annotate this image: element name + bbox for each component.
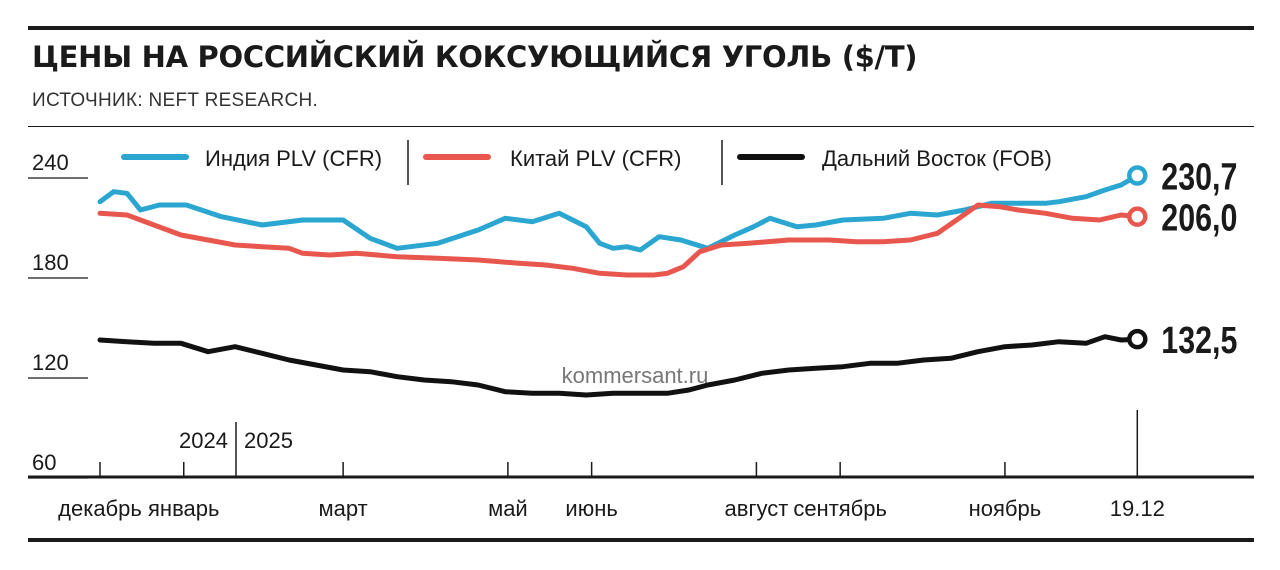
x-tick-label-6: сентябрь [793, 496, 887, 521]
series-end-marker-fareast [1127, 328, 1148, 350]
series-line-fareast [97, 334, 1140, 398]
x-tick-label-1: январь [148, 496, 219, 521]
x-tick-label-2: март [319, 496, 368, 521]
x-tick-label-5: август [725, 496, 789, 521]
chart-source: ИСТОЧНИК: NEFT RESEARCH. [32, 90, 319, 111]
series-line-china [97, 202, 1140, 278]
series-end-label-fareast: 132,5 [1161, 320, 1237, 362]
series-end-marker-china [1127, 206, 1148, 227]
bottom-rule [28, 538, 1254, 542]
top-rule [28, 26, 1254, 30]
header-divider [28, 126, 1254, 127]
y-tick-label-120: 120 [32, 350, 69, 375]
x-tick-label-7: ноябрь [969, 496, 1042, 521]
x-axis: декабрь январь март май июнь август сентябрь но… [28, 410, 1254, 521]
x-tick-label-4: июнь [565, 496, 617, 521]
y-tick-label-180: 180 [32, 250, 69, 275]
series-line-india [97, 173, 1140, 253]
y-tick-label-60: 60 [32, 450, 56, 475]
legend-label-india: Индия PLV (CFR) [205, 146, 382, 171]
year-label-2025: 2025 [244, 428, 293, 453]
x-tick-label-0: декабрь [58, 496, 142, 521]
chart-title: ЦЕНЫ НА РОССИЙСКИЙ КОКСУЮЩИЙСЯ УГОЛЬ ($/… [32, 40, 918, 74]
y-grid: 240 180 120 60 [28, 150, 88, 479]
watermark: kommersant.ru [562, 363, 709, 388]
legend-label-china: Китай PLV (CFR) [510, 146, 682, 171]
legend: Индия PLV (CFR) Китай PLV (CFR) Дальний Во… [121, 146, 1052, 171]
y-tick-label-240: 240 [32, 150, 69, 175]
series-end-label-india: 230,7 [1161, 156, 1237, 198]
series-end-label-china: 206,0 [1161, 198, 1237, 240]
x-tick-label-8: 19.12 [1110, 496, 1165, 521]
series-end-marker-india [1127, 165, 1148, 186]
year-label-2024: 2024 [179, 428, 228, 453]
x-tick-label-3: май [488, 496, 528, 521]
legend-label-fareast: Дальний Восток (FOB) [822, 146, 1052, 171]
